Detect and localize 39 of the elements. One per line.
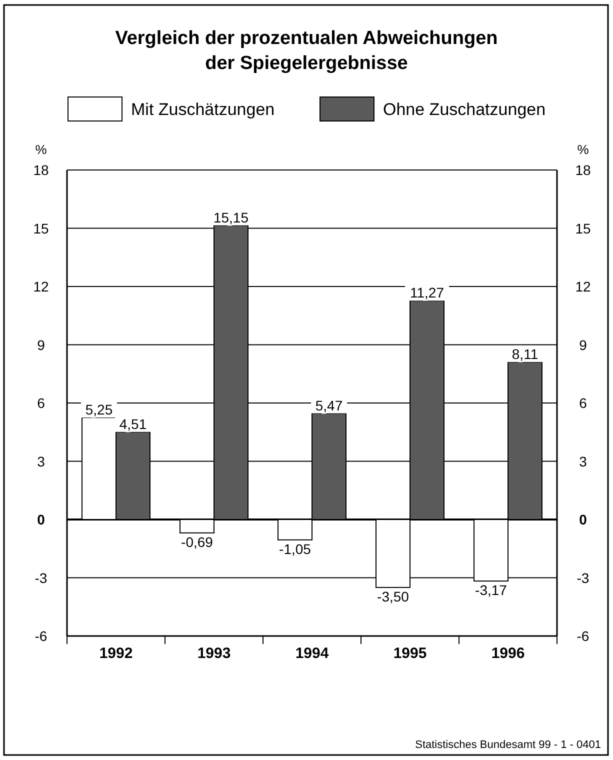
y2-tick-label: 6 [579,395,588,411]
y-tick-label: 9 [37,336,46,353]
y-tick-label: -6 [34,628,48,644]
data-label: -1,05 [279,540,312,557]
data-label: 5,47 [315,397,343,414]
x-tick-label: 1994 [295,645,330,662]
chart-title: Vergleich der prozentualen Abweichungen der Spiegelergebnisse [115,28,498,74]
y2-tick-label: 9 [579,336,588,353]
y-tick-label: 6 [37,395,46,411]
x-tick-label: 1995 [393,645,427,662]
data-label: -3,17 [475,582,508,598]
legend-label: Ohne Zuschatzungen [383,100,546,119]
y2-tick-label: -6 [576,628,590,644]
data-label: 15,15 [213,209,249,226]
y-tick-label: 3 [37,453,46,470]
legend-label: Mit Zuschätzungen [131,100,275,119]
x-tick-label: 1992 [99,645,133,662]
y2-tick-label: 3 [579,453,588,470]
y2-tick-label: 12 [575,278,591,294]
y-tick-label: 0 [37,512,46,528]
y-axis-title: % [35,142,48,157]
data-label: 8,11 [512,346,538,362]
data-label: 5,25 [85,402,113,418]
y-tick-label: 15 [33,220,49,236]
data-label: 11,27 [410,284,444,301]
x-tick-label: 1993 [197,645,231,662]
y2-tick-label: 15 [575,220,591,236]
data-label: -0,69 [181,534,214,550]
text: Statistisches Bundesamt 99 - 1 - 0401 [415,739,601,751]
data-label: 4,51 [119,416,147,432]
y-tick-label: 12 [33,278,49,294]
data-label: -3,50 [377,588,410,604]
y2-tick-label: -3 [576,570,590,586]
y2-tick-label: 18 [575,162,591,178]
y-tick-label: -3 [34,570,48,586]
x-tick-label: 1996 [491,645,525,662]
y2-tick-label: 0 [579,512,588,528]
y2-axis-title: % [577,142,590,157]
y-tick-label: 18 [33,162,49,178]
